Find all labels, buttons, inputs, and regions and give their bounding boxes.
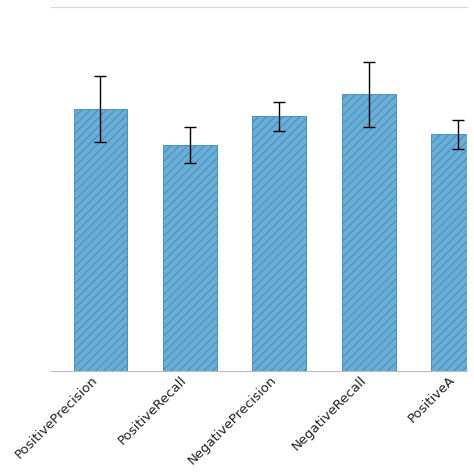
Bar xyxy=(163,145,217,371)
Bar xyxy=(342,94,395,371)
Bar xyxy=(253,116,306,371)
Bar xyxy=(73,109,127,371)
Bar xyxy=(431,134,474,371)
